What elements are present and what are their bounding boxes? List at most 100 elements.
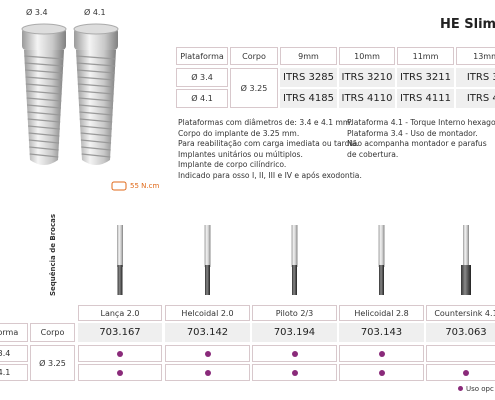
spec-code: ITRS 32 xyxy=(456,68,495,87)
implant-thread xyxy=(81,153,111,158)
implant-thread xyxy=(78,104,114,109)
implant-thread xyxy=(77,83,115,88)
description-line: Plataforma 4.1 - Torque Interno hexago xyxy=(347,118,495,127)
drill-tip xyxy=(292,265,297,295)
implant-thread xyxy=(25,76,63,81)
spec-code: ITRS 4185 xyxy=(280,89,337,108)
implant-thread xyxy=(77,76,115,81)
legend-dot xyxy=(458,386,463,391)
use-dot xyxy=(291,369,298,376)
drill-code: 703.167 xyxy=(78,323,162,342)
drill-shaft xyxy=(378,225,385,267)
use-dot xyxy=(463,369,469,376)
drill-tip xyxy=(205,265,210,295)
use-dot xyxy=(291,350,298,357)
spec-code: ITRS 3210 xyxy=(339,68,395,87)
spec-platform: Ø 3.4 xyxy=(176,68,228,87)
implant-thread xyxy=(81,146,111,151)
use-cell xyxy=(78,364,162,381)
torque: 55 N.cm xyxy=(130,182,160,190)
spec-header: Plataforma xyxy=(176,47,228,65)
implant-thread xyxy=(80,125,112,130)
drill-shaft xyxy=(117,225,123,267)
spec-header: 13mm xyxy=(456,47,495,65)
description-line: Não acompanha montador e parafus xyxy=(347,139,487,148)
use-cell xyxy=(165,364,250,381)
implant-thread xyxy=(26,90,62,95)
description-line: Plataforma 3.4 - Uso de montador. xyxy=(347,128,478,138)
spec-header: 11mm xyxy=(397,47,454,65)
implant-thread xyxy=(77,69,115,74)
use-cell xyxy=(165,345,250,362)
spec-header: 9mm xyxy=(280,47,337,65)
spec-code: ITRS 41 xyxy=(456,89,495,108)
implant-top xyxy=(21,23,67,35)
implant-top xyxy=(73,23,119,35)
implant-thread xyxy=(79,111,113,116)
implant-thread xyxy=(27,111,61,116)
implant-thread xyxy=(28,139,60,144)
use-dot xyxy=(204,369,211,376)
implant-thread xyxy=(28,132,60,137)
description-line: Implante de corpo cilíndrico. xyxy=(178,160,287,169)
use-dot xyxy=(378,369,385,376)
use-cell xyxy=(426,364,495,381)
drill-name: Piloto 2/3 xyxy=(252,305,337,321)
implant-thread xyxy=(79,118,113,123)
drill-name: Helcoidal 2.0 xyxy=(165,305,250,321)
drill-platform: 3.4 xyxy=(0,345,28,362)
drill-platform: 4.1 xyxy=(0,364,28,381)
drill-section-title: Sequência de Brocas xyxy=(49,213,58,297)
use-cell xyxy=(252,345,337,362)
implant-thread xyxy=(29,153,59,158)
description-line: Indicado para osso I, II, III e IV e apó… xyxy=(178,170,362,180)
use-cell xyxy=(339,364,424,381)
drill-name: Helicoidal 2.8 xyxy=(339,305,424,321)
spec-body: Ø 3.25 xyxy=(230,68,278,108)
implant-thread xyxy=(76,55,116,60)
implant-thread xyxy=(25,83,63,88)
implant-thread xyxy=(26,104,62,109)
drill-name: Countersink 4.1 xyxy=(426,305,495,321)
spec-code: ITRS 3211 xyxy=(397,68,454,87)
use-dot xyxy=(204,350,211,357)
implant-thread xyxy=(78,97,114,102)
use-dot xyxy=(117,369,123,376)
implant-thread xyxy=(28,125,60,130)
drill-code: 703.143 xyxy=(339,323,424,342)
spec-header: Corpo xyxy=(230,47,278,65)
drill-header: Corpo xyxy=(30,323,75,342)
torque-icon xyxy=(111,181,127,191)
drill-code: 703.194 xyxy=(252,323,337,342)
use-cell xyxy=(252,364,337,381)
description-line: Para reabilitação com carga imediata ou … xyxy=(178,139,359,148)
implant-thread xyxy=(29,146,59,151)
drill-shaft xyxy=(291,225,298,267)
title: HE Slim xyxy=(440,17,495,32)
implant-thread xyxy=(27,118,61,123)
description-line: Corpo do implante de 3.25 mm. xyxy=(178,128,300,138)
use-cell xyxy=(426,345,495,362)
drill-shaft xyxy=(463,225,469,267)
use-dot xyxy=(378,350,385,357)
drill-header: aforma xyxy=(0,323,28,342)
description-line: de cobertura. xyxy=(347,149,399,159)
spec-header: 10mm xyxy=(339,47,395,65)
drill-tip xyxy=(117,265,123,295)
description-line: Implantes unitários ou múltiplos. xyxy=(178,149,303,159)
drill-code: 703.063 xyxy=(426,323,495,342)
drill-body: Ø 3.25 xyxy=(30,345,75,381)
implant-thread xyxy=(25,69,63,74)
use-cell xyxy=(78,345,162,362)
drill-tip xyxy=(379,265,384,295)
use-cell xyxy=(339,345,424,362)
description-line: Plataformas com diâmetros de: 3.4 e 4.1 … xyxy=(178,118,353,127)
drill-tip xyxy=(461,265,471,295)
spec-code: ITRS 3285 xyxy=(280,68,337,87)
implant-thread xyxy=(24,62,64,67)
use-dot xyxy=(117,350,123,357)
implant-thread xyxy=(76,62,116,67)
implant-label: Ø 4.1 xyxy=(84,8,106,17)
